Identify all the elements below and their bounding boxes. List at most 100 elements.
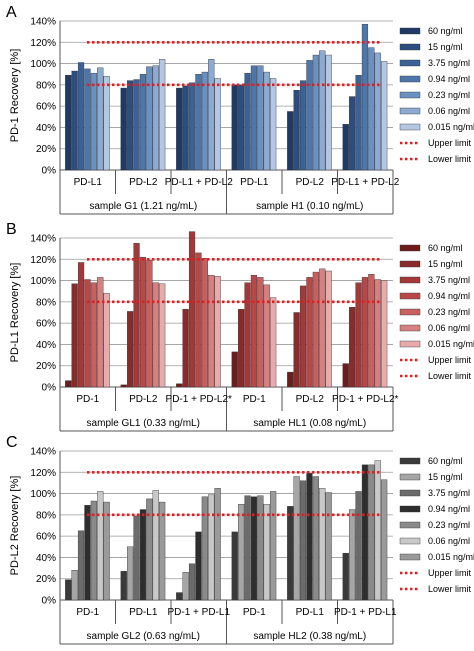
y-tick-label: 100% [30,276,56,287]
sample-label: sample HL1 (0.08 ng/mL) [253,418,366,429]
legend-label: 0.015 ng/ml [428,339,474,349]
bar-c-g1-s3 [139,509,147,601]
x-tick-label: PD-L1 [129,607,158,618]
bar-c-g5-s6 [381,479,388,601]
y-tick-label: 120% [30,38,56,49]
bar-c-g4-s3 [306,473,313,601]
sample-label: sample GL1 (0.33 ng/mL) [87,418,200,429]
y-tick-label: 140% [30,447,56,458]
bar-b-g2-s4 [201,258,208,388]
bar-b-g3-s1 [238,309,245,388]
bar-a-g1-s5 [152,65,159,171]
y-tick-label: 40% [36,553,56,564]
legend-swatch [399,521,421,529]
y-tick-label: 40% [36,123,56,134]
bar-c-g1-s0 [120,571,127,601]
bar-b-g3-s3 [250,275,258,388]
y-tick-label: 20% [36,144,56,155]
legend-swatch [399,260,421,268]
bar-b-g2-s3 [195,252,202,388]
sample-label: sample HL2 (0.38 ng/mL) [253,631,366,642]
bar-c-g3-s1 [238,504,245,601]
bar-b-g4-s0 [287,371,294,388]
legend-label: 15 ng/ml [428,472,463,482]
y-tick-label: 20% [36,361,56,372]
bar-b-g4-s5 [319,268,326,388]
bar-c-g0-s1 [71,570,78,601]
legend-label: 60 ng/ml [428,243,463,253]
legend-label: 0.06 ng/ml [428,536,470,546]
x-tick-label: PD-1 [76,607,99,618]
legend-label: 0.23 ng/ml [428,90,470,100]
bar-a-g4-s0 [287,111,294,171]
sample-label: sample GL2 (0.63 ng/mL) [87,631,200,642]
bar-c-g5-s3 [361,464,369,601]
legend-label: 0.015 ng/ml [428,122,474,132]
panel-letter-a: A [6,4,17,21]
bar-b-g0-s4 [90,282,97,388]
bar-a-g4-s1 [293,89,300,171]
bar-b-g1-s6 [159,283,166,388]
bar-b-g4-s6 [325,270,332,388]
y-tick-label: 60% [36,102,56,113]
legend-swatch [399,340,421,348]
legend-swatch [399,324,421,332]
x-tick-label: PD-L2 [296,394,325,405]
bar-b-g5-s6 [381,280,388,388]
y-axis-label: PD-L1 Recovery [%] [9,263,21,363]
bar-a-g0-s0 [65,75,72,171]
bar-c-g0-s6 [103,501,110,601]
bar-b-g3-s2 [244,282,251,388]
bar-b-g1-s3 [139,256,147,388]
bar-a-g1-s6 [159,59,166,171]
bar-c-g5-s1 [349,509,356,601]
bar-c-g3-s5 [263,504,270,601]
bar-a-g2-s5 [208,59,215,171]
bar-b-g1-s0 [120,384,127,388]
bar-c-g2-s0 [176,592,183,601]
x-tick-label: PD-L1 [240,177,269,188]
bar-c-g5-s0 [342,552,349,601]
x-tick-label: PD-L1 + PD-L2 [165,177,234,188]
legend-swatch [399,537,421,545]
legend-lower-limit-label: Lower limit [428,584,472,594]
legend-swatch [399,308,421,316]
bar-b-g3-s6 [270,297,277,388]
bar-c-g0-s0 [65,579,72,601]
legend-label: 3.75 ng/ml [428,488,470,498]
bar-a-g3-s0 [231,84,238,171]
bar-c-g3-s3 [250,496,258,601]
bar-b-g0-s1 [71,283,78,388]
bar-b-g1-s4 [146,260,153,388]
bar-c-g3-s4 [257,495,264,601]
bar-a-g1-s0 [120,87,127,171]
bar-a-g4-s4 [312,54,319,171]
bar-c-g1-s5 [152,490,159,601]
legend-swatch [399,505,421,513]
legend-lower-limit-label: Lower limit [428,154,472,164]
legend-swatch [399,244,421,252]
y-tick-label: 80% [36,80,56,91]
bar-c-g3-s6 [270,491,277,601]
legend-label: 15 ng/ml [428,259,463,269]
x-tick-label: PD-1 + PD-L1 [334,607,397,618]
bar-b-g4-s3 [306,277,313,388]
bar-c-g1-s4 [146,498,153,601]
bar-a-g3-s3 [250,65,258,171]
bar-a-g2-s0 [176,87,183,171]
legend-swatch [399,489,421,497]
bar-c-g5-s5 [374,460,381,601]
bar-c-g1-s2 [133,515,140,601]
bar-a-g2-s2 [188,82,196,171]
bar-a-g3-s2 [244,72,251,171]
bar-c-g4-s4 [312,476,319,601]
y-tick-label: 0% [42,596,57,607]
bar-a-g2-s6 [214,78,221,171]
legend-swatch [399,553,421,561]
bar-a-g5-s2 [355,75,362,171]
y-tick-label: 80% [36,510,56,521]
bar-a-g3-s5 [263,71,270,171]
bar-b-g4-s1 [293,312,300,388]
y-tick-label: 100% [30,59,56,70]
